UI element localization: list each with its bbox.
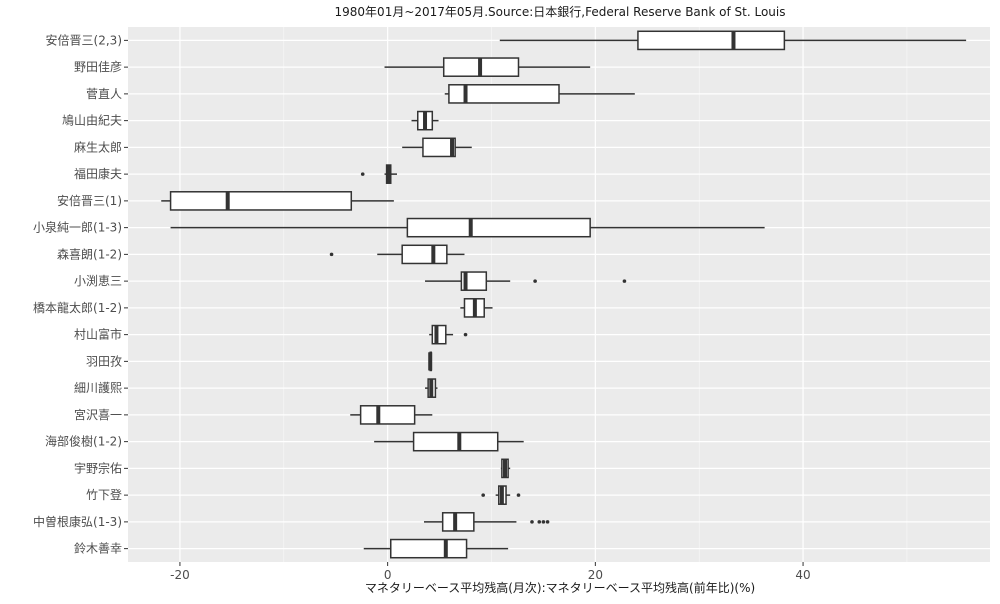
box: [460, 271, 488, 291]
category-label: 中曽根康弘(1-3): [33, 514, 122, 529]
category-label: 細川護熙: [74, 380, 122, 395]
boxplot-item: [481, 485, 521, 505]
box: [431, 324, 447, 345]
box: [441, 512, 475, 532]
grid-lines: [128, 27, 990, 562]
x-tick-label: -20: [170, 568, 190, 582]
boxplot-item: [425, 378, 438, 398]
box-layer: [161, 30, 967, 559]
outlier-point: [533, 279, 537, 283]
category-label: 森喜朗(1-2): [57, 246, 122, 261]
x-tick-label: 20: [588, 568, 603, 582]
outlier-point: [360, 172, 365, 176]
category-label: 竹下登: [86, 487, 122, 502]
category-label: 安倍晋三(2,3): [46, 32, 122, 47]
boxplot-item: [363, 538, 509, 559]
boxplot-item: [170, 217, 765, 238]
boxplot-item: [428, 351, 433, 372]
box: [169, 191, 353, 211]
boxplot-item: [360, 164, 397, 184]
boxplot-item: [402, 137, 472, 158]
boxplot-item: [329, 244, 465, 265]
boxplot-item: [429, 324, 468, 345]
boxplot-item: [425, 271, 627, 291]
x-axis-title: マネタリーベース平均残高(月次):マネタリーベース平均残高(前年比)(%): [365, 580, 755, 595]
category-label: 野田佳彦: [74, 59, 122, 74]
boxplot-item: [411, 110, 439, 131]
boxplot-item: [499, 30, 967, 51]
category-label: 海部俊樹(1-2): [45, 434, 122, 449]
category-label: 羽田孜: [86, 354, 122, 368]
box: [637, 30, 786, 51]
outlier-point: [516, 493, 521, 497]
category-label: 福田康夫: [74, 166, 122, 181]
box: [412, 431, 499, 452]
plot-panel: [128, 27, 990, 562]
box: [401, 244, 448, 265]
boxplot-item: [444, 84, 635, 104]
category-label: 小泉純一郎(1-3): [33, 221, 122, 235]
category-label: 麻生太郎: [74, 139, 122, 154]
boxplot-item: [460, 298, 493, 318]
category-label: 橋本龍太郎(1-2): [33, 300, 122, 315]
category-label: 宮沢喜一: [74, 407, 122, 422]
boxplot-item: [374, 431, 524, 452]
outlier-point: [537, 520, 542, 524]
boxplot-item: [500, 458, 511, 479]
x-tick-label: 0: [384, 568, 392, 582]
category-label: 鳩山由紀夫: [62, 114, 122, 128]
category-label: 鈴木善幸: [74, 541, 122, 556]
boxplot-item: [423, 512, 550, 532]
box: [422, 137, 456, 158]
x-tick-label: 40: [795, 568, 810, 582]
outlier-point: [541, 520, 546, 524]
outlier-point: [530, 520, 534, 524]
chart-title: 1980年01月~2017年05月.Source:日本銀行,Federal Re…: [335, 5, 786, 19]
box: [390, 538, 468, 559]
category-label: 安倍晋三(1): [57, 193, 122, 208]
boxplot-item: [161, 191, 394, 211]
outlier-point: [481, 493, 485, 497]
outlier-point: [329, 252, 334, 257]
box: [406, 217, 591, 238]
x-tick-labels: -20 0 20 40: [170, 562, 811, 582]
category-label: 菅直人: [86, 87, 122, 101]
outlier-point: [463, 332, 468, 337]
category-label: 宇野宗佑: [74, 460, 122, 475]
boxplot-item: [384, 57, 591, 77]
outlier-point: [622, 279, 627, 283]
box: [448, 84, 560, 104]
outlier-point: [545, 520, 550, 524]
category-label: 村山富市: [74, 327, 122, 342]
category-label: 小渕恵三: [74, 274, 122, 288]
boxplot-item: [350, 405, 433, 425]
box: [359, 405, 416, 425]
